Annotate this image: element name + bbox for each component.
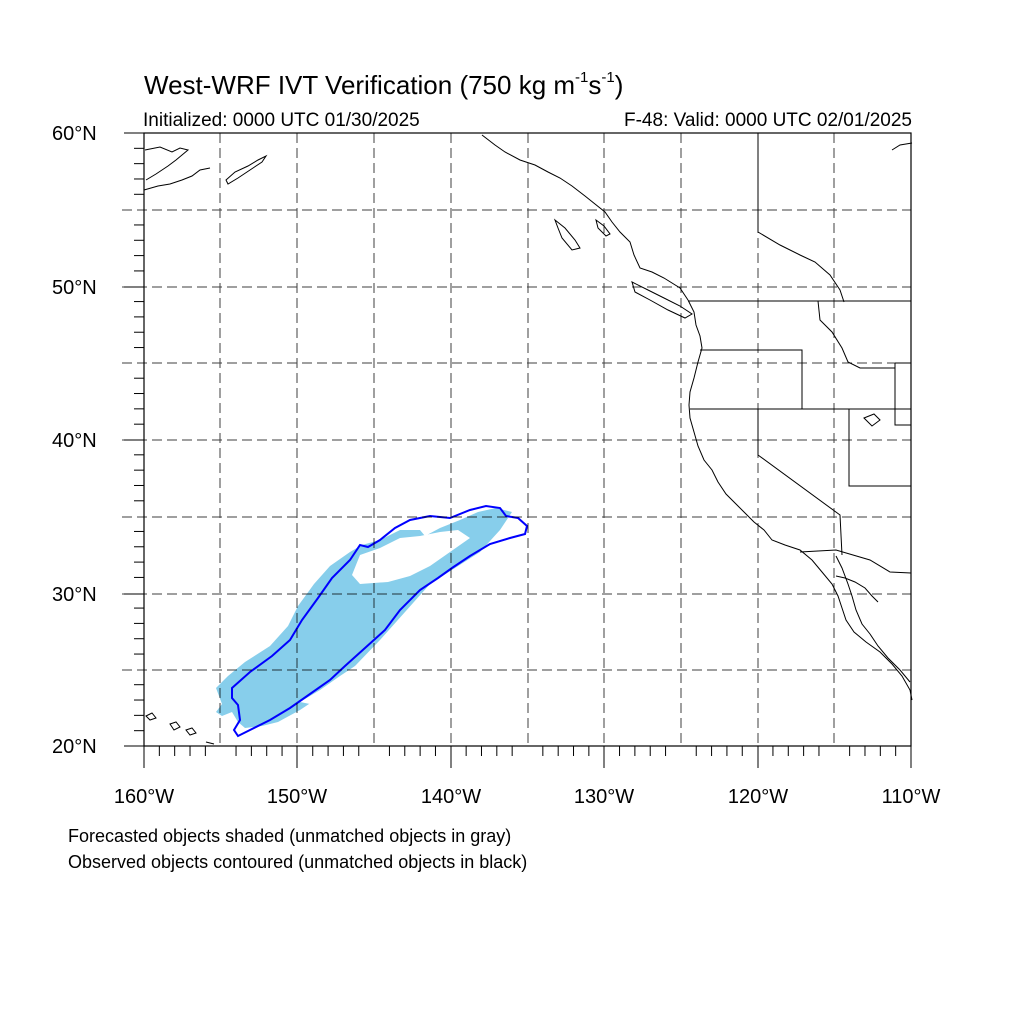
minor-ticks xyxy=(134,147,897,756)
observed-object-contour xyxy=(231,504,529,738)
coastlines xyxy=(143,134,913,745)
lon-label-130w: 130°W xyxy=(573,786,635,808)
lat-label-30n: 30°N xyxy=(52,584,97,606)
forecast-object xyxy=(216,508,512,728)
graticule xyxy=(122,133,911,746)
lat-label-20n: 20°N xyxy=(52,736,97,758)
forecast-gap-north xyxy=(352,530,470,584)
lat-label-60n: 60°N xyxy=(52,123,97,145)
footnote-forecast: Forecasted objects shaded (unmatched obj… xyxy=(68,826,512,846)
lon-label-120w: 120°W xyxy=(727,786,789,808)
footnote-observed: Observed objects contoured (unmatched ob… xyxy=(68,852,528,872)
forecast-gap-south xyxy=(300,666,355,704)
chart-title: West-WRF IVT Verification (750 kg m-1s-1… xyxy=(144,69,624,100)
lon-label-150w: 150°W xyxy=(266,786,328,808)
lon-label-160w: 160°W xyxy=(113,786,175,808)
axis-ticks xyxy=(124,132,912,768)
lat-label-50n: 50°N xyxy=(52,277,97,299)
state-borders xyxy=(688,133,912,574)
valid-time: F-48: Valid: 0000 UTC 02/01/2025 xyxy=(624,110,912,131)
initialized-time: Initialized: 0000 UTC 01/30/2025 xyxy=(143,110,420,131)
lon-label-110w: 110°W xyxy=(881,786,941,808)
lon-label-140w: 140°W xyxy=(420,786,482,808)
lat-label-40n: 40°N xyxy=(52,430,97,452)
